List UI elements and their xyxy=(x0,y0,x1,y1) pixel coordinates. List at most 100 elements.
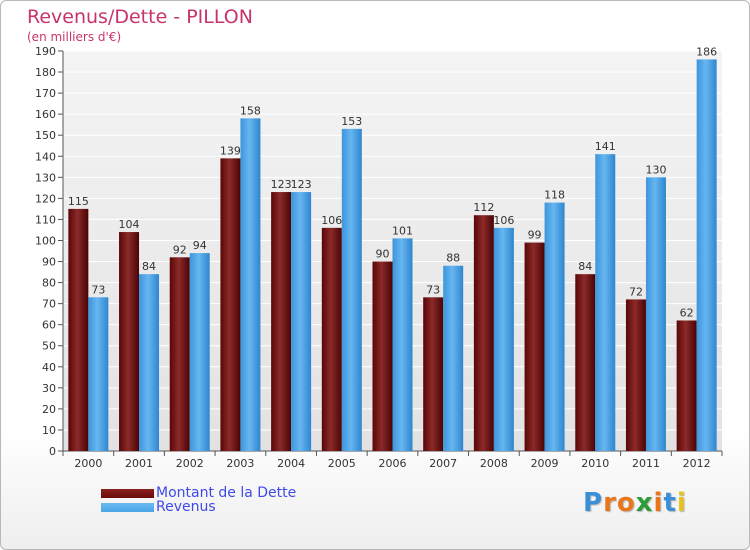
data-label-revenus: 88 xyxy=(446,252,460,265)
logo-letter: i xyxy=(676,488,687,518)
data-label-revenus: 94 xyxy=(193,239,207,252)
data-label-dette: 84 xyxy=(578,260,592,273)
bar-dette xyxy=(119,232,140,451)
x-tick-label: 2012 xyxy=(683,457,711,470)
bar-dette xyxy=(676,320,697,451)
bar-revenus xyxy=(443,265,464,451)
bar-revenus xyxy=(88,297,109,451)
legend-label-revenus: Revenus xyxy=(156,499,216,515)
bar-revenus xyxy=(392,238,413,451)
data-label-revenus: 153 xyxy=(341,115,362,128)
logo-letter: P xyxy=(583,488,604,518)
y-tick-label: 180 xyxy=(35,66,56,79)
bar-dette xyxy=(271,192,292,452)
x-tick-label: 2010 xyxy=(581,457,609,470)
data-label-dette: 62 xyxy=(680,306,694,319)
bar-dette xyxy=(524,242,545,451)
data-label-dette: 99 xyxy=(528,229,542,242)
legend-swatch-dette xyxy=(101,488,154,498)
bar-revenus xyxy=(139,274,160,451)
data-label-dette: 104 xyxy=(119,218,140,231)
data-label-dette: 139 xyxy=(220,144,241,157)
data-label-revenus: 158 xyxy=(240,104,261,117)
legend-label-dette: Montant de la Dette xyxy=(156,485,297,501)
legend: Montant de la Dette Revenus xyxy=(101,485,297,515)
y-tick-label: 130 xyxy=(35,171,56,184)
bar-revenus xyxy=(544,202,565,451)
y-tick-label: 150 xyxy=(35,129,56,142)
data-label-revenus: 73 xyxy=(91,283,105,296)
bar-dette xyxy=(575,274,596,451)
y-tick-label: 100 xyxy=(35,234,56,247)
y-tick-label: 140 xyxy=(35,150,56,163)
chart-subtitle: (en milliers d'€) xyxy=(27,30,122,44)
y-tick-label: 110 xyxy=(35,213,56,226)
legend-swatch-revenus xyxy=(101,502,154,512)
y-tick-label: 20 xyxy=(42,403,56,416)
logo-letter: i xyxy=(653,488,664,518)
bar-dette xyxy=(625,299,646,451)
x-tick-label: 2009 xyxy=(531,457,559,470)
y-tick-label: 10 xyxy=(42,424,56,437)
legend-item-dette: Montant de la Dette xyxy=(101,485,297,501)
y-tick-label: 190 xyxy=(35,45,56,58)
bar-revenus xyxy=(645,177,666,451)
y-tick-label: 30 xyxy=(42,382,56,395)
data-label-revenus: 141 xyxy=(595,140,616,153)
x-tick-label: 2001 xyxy=(125,457,153,470)
data-label-revenus: 186 xyxy=(696,45,717,58)
data-label-dette: 73 xyxy=(426,283,440,296)
bar-revenus xyxy=(493,227,514,451)
data-label-revenus: 101 xyxy=(392,224,413,237)
logo-letter: o xyxy=(616,488,636,518)
y-tick-label: 50 xyxy=(42,340,56,353)
data-label-dette: 123 xyxy=(271,178,292,191)
bar-dette xyxy=(372,261,393,451)
proxiti-logo: Proxiti xyxy=(583,488,687,518)
bar-revenus xyxy=(240,118,261,452)
bar-revenus xyxy=(696,59,717,451)
bar-dette xyxy=(321,227,342,451)
bar-dette xyxy=(220,158,241,452)
bar-revenus xyxy=(291,192,312,452)
bar-dette xyxy=(68,208,89,451)
logo-letter: x xyxy=(635,488,654,518)
y-tick-label: 90 xyxy=(42,256,56,269)
y-tick-label: 170 xyxy=(35,87,56,100)
bar-dette xyxy=(423,297,444,451)
x-tick-label: 2008 xyxy=(480,457,508,470)
y-tick-label: 120 xyxy=(35,192,56,205)
bar-dette xyxy=(473,215,494,451)
bar-revenus xyxy=(341,128,362,451)
y-tick-label: 160 xyxy=(35,108,56,121)
data-label-dette: 115 xyxy=(68,195,89,208)
data-label-dette: 72 xyxy=(629,285,643,298)
data-label-revenus: 106 xyxy=(493,214,514,227)
bar-revenus xyxy=(595,154,616,451)
logo-letter: r xyxy=(603,488,617,518)
chart-title: Revenus/Dette - PILLON xyxy=(27,6,253,28)
y-tick-label: 40 xyxy=(42,361,56,374)
logo-letter: t xyxy=(663,488,677,518)
y-tick-label: 60 xyxy=(42,319,56,332)
y-tick-label: 70 xyxy=(42,298,56,311)
y-tick-label: 0 xyxy=(49,445,56,458)
data-label-dette: 92 xyxy=(173,243,187,256)
legend-item-revenus: Revenus xyxy=(101,499,296,515)
data-label-dette: 112 xyxy=(473,201,494,214)
data-label-revenus: 84 xyxy=(142,260,156,273)
data-label-revenus: 130 xyxy=(645,163,666,176)
data-label-dette: 106 xyxy=(321,214,342,227)
x-tick-label: 2004 xyxy=(277,457,305,470)
x-tick-label: 2003 xyxy=(226,457,254,470)
data-label-revenus: 123 xyxy=(291,178,312,191)
x-tick-label: 2000 xyxy=(74,457,102,470)
bar-revenus xyxy=(189,253,210,451)
x-tick-label: 2005 xyxy=(328,457,356,470)
x-tick-label: 2011 xyxy=(632,457,660,470)
x-tick-label: 2002 xyxy=(176,457,204,470)
x-tick-label: 2006 xyxy=(379,457,407,470)
bar-dette xyxy=(169,257,190,451)
